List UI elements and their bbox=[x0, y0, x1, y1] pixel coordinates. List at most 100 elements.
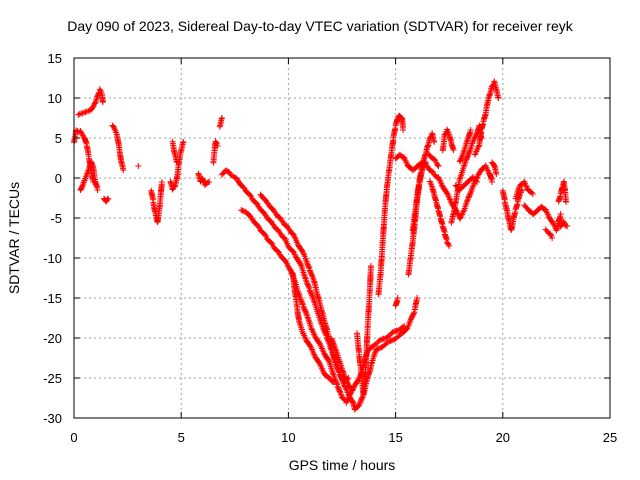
data-point bbox=[305, 283, 312, 290]
data-point bbox=[450, 147, 457, 153]
x-tick-label: 10 bbox=[281, 430, 295, 445]
data-point bbox=[206, 179, 213, 185]
data-point bbox=[85, 167, 92, 174]
data-point bbox=[90, 103, 97, 110]
data-point bbox=[431, 139, 438, 145]
chart-title: Day 090 of 2023, Sidereal Day-to-day VTE… bbox=[67, 18, 573, 34]
y-tick-label: -10 bbox=[43, 251, 62, 266]
data-point bbox=[457, 156, 464, 163]
data-point bbox=[308, 271, 315, 278]
data-point bbox=[462, 159, 469, 166]
data-point bbox=[458, 155, 465, 162]
data-point bbox=[296, 318, 303, 325]
data-point bbox=[457, 174, 464, 181]
data-point bbox=[335, 368, 342, 375]
data-point bbox=[299, 300, 306, 307]
data-point bbox=[493, 171, 500, 177]
data-point bbox=[469, 185, 476, 192]
data-point bbox=[96, 86, 103, 93]
data-point bbox=[429, 168, 436, 175]
data-point bbox=[373, 346, 380, 353]
data-point bbox=[414, 295, 421, 301]
data-point bbox=[456, 215, 463, 222]
data-point bbox=[515, 185, 522, 192]
data-point bbox=[330, 340, 337, 347]
x-tick-label: 15 bbox=[388, 430, 402, 445]
y-axis-label: SDTVAR / TECUs bbox=[6, 181, 22, 295]
data-point bbox=[268, 240, 275, 247]
data-point bbox=[321, 350, 328, 357]
data-point bbox=[390, 328, 397, 335]
data-point bbox=[302, 274, 309, 281]
data-point bbox=[316, 359, 323, 366]
data-point bbox=[269, 241, 276, 248]
data-point bbox=[471, 134, 478, 141]
y-tick-label: 0 bbox=[55, 171, 62, 186]
data-point bbox=[285, 263, 292, 270]
data-point bbox=[411, 309, 418, 316]
data-point bbox=[464, 197, 471, 204]
data-point bbox=[474, 179, 481, 185]
data-point bbox=[248, 193, 255, 200]
data-point bbox=[371, 350, 378, 357]
data-point bbox=[410, 310, 417, 317]
data-point bbox=[459, 153, 466, 160]
data-point bbox=[467, 190, 474, 197]
data-point bbox=[462, 157, 469, 164]
data-point bbox=[372, 341, 379, 348]
data-point bbox=[173, 159, 180, 165]
data-point bbox=[247, 192, 254, 199]
x-axis-label: GPS time / hours bbox=[288, 457, 396, 473]
data-point bbox=[332, 346, 339, 353]
data-point bbox=[281, 234, 288, 241]
data-point bbox=[333, 380, 340, 387]
data-point bbox=[460, 208, 467, 215]
data-point bbox=[240, 184, 247, 191]
data-point bbox=[433, 159, 440, 166]
data-point bbox=[311, 298, 318, 305]
data-point bbox=[385, 333, 392, 340]
data-point bbox=[289, 230, 296, 237]
y-tick-label: -25 bbox=[43, 371, 62, 386]
data-point bbox=[384, 339, 391, 346]
data-point bbox=[467, 127, 474, 133]
data-point bbox=[464, 153, 471, 160]
data-point bbox=[233, 175, 240, 182]
data-point bbox=[110, 123, 117, 130]
axis-ticks: 0 5 10 15 20 25 -30 -25 -20 -15 -10 -5 0 5 10 15 bbox=[43, 51, 617, 445]
data-point bbox=[255, 223, 262, 230]
data-point bbox=[434, 162, 441, 169]
data-point bbox=[549, 235, 556, 241]
data-point bbox=[180, 139, 187, 145]
data-point bbox=[325, 357, 332, 364]
data-point bbox=[386, 338, 393, 345]
data-point bbox=[401, 323, 408, 329]
data-point bbox=[329, 370, 336, 377]
data-point bbox=[549, 219, 556, 226]
data-point bbox=[213, 139, 220, 146]
data-point bbox=[289, 248, 296, 255]
data-point bbox=[95, 91, 102, 98]
data-point bbox=[336, 388, 343, 395]
y-tick-label: 15 bbox=[48, 51, 62, 66]
data-point bbox=[81, 109, 88, 116]
data-point bbox=[89, 104, 96, 111]
data-point bbox=[407, 317, 414, 324]
x-tick-label: 25 bbox=[603, 430, 617, 445]
data-point bbox=[467, 189, 474, 196]
data-point bbox=[354, 377, 361, 384]
data-point bbox=[330, 379, 337, 385]
data-point bbox=[311, 332, 318, 339]
data-point bbox=[158, 179, 165, 185]
y-tick-label: -5 bbox=[50, 211, 62, 226]
data-point bbox=[289, 270, 296, 277]
data-point bbox=[290, 231, 297, 238]
x-tick-label: 0 bbox=[70, 430, 77, 445]
data-point bbox=[231, 174, 238, 181]
data-point bbox=[103, 197, 110, 204]
data-point bbox=[372, 349, 379, 356]
data-point bbox=[466, 148, 473, 155]
data-point bbox=[337, 389, 344, 396]
data-point bbox=[253, 200, 260, 207]
data-point bbox=[299, 248, 306, 255]
